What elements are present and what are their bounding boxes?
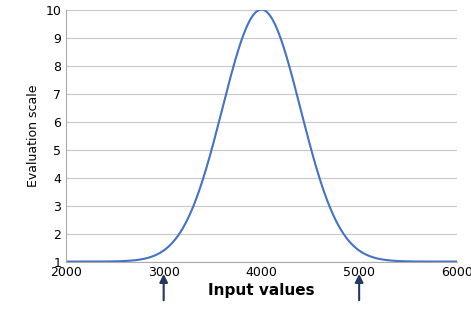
- Y-axis label: Evaluation scale: Evaluation scale: [27, 84, 40, 187]
- Text: Input values: Input values: [208, 283, 315, 298]
